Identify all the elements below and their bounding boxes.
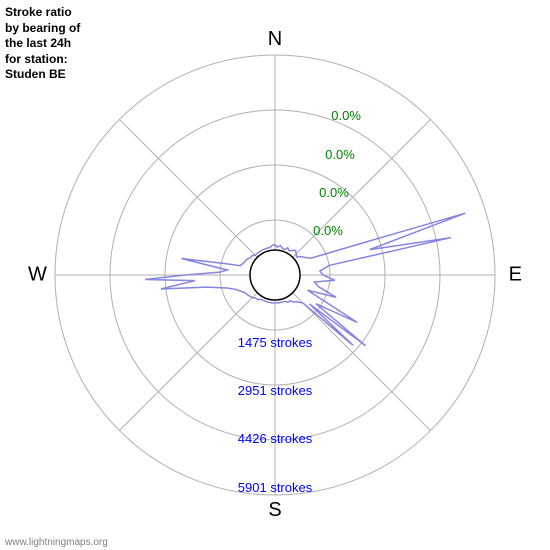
chart-title: Stroke ratio by bearing of the last 24h … <box>5 5 80 83</box>
compass-e: E <box>509 264 522 287</box>
ring-label-upper: 0.0% <box>331 108 361 123</box>
ring-label-upper: 0.0% <box>313 223 343 238</box>
compass-s: S <box>268 499 281 522</box>
ring-label-lower: 5901 strokes <box>238 480 312 495</box>
polar-chart <box>0 0 550 550</box>
ring-label-lower: 4426 strokes <box>238 431 312 446</box>
footer-attribution: www.lightningmaps.org <box>5 537 108 548</box>
ring-label-lower: 1475 strokes <box>238 335 312 350</box>
ring-label-lower: 2951 strokes <box>238 383 312 398</box>
compass-n: N <box>268 28 282 51</box>
ring-label-upper: 0.0% <box>325 147 355 162</box>
ring-label-upper: 0.0% <box>319 185 349 200</box>
compass-w: W <box>28 264 47 287</box>
